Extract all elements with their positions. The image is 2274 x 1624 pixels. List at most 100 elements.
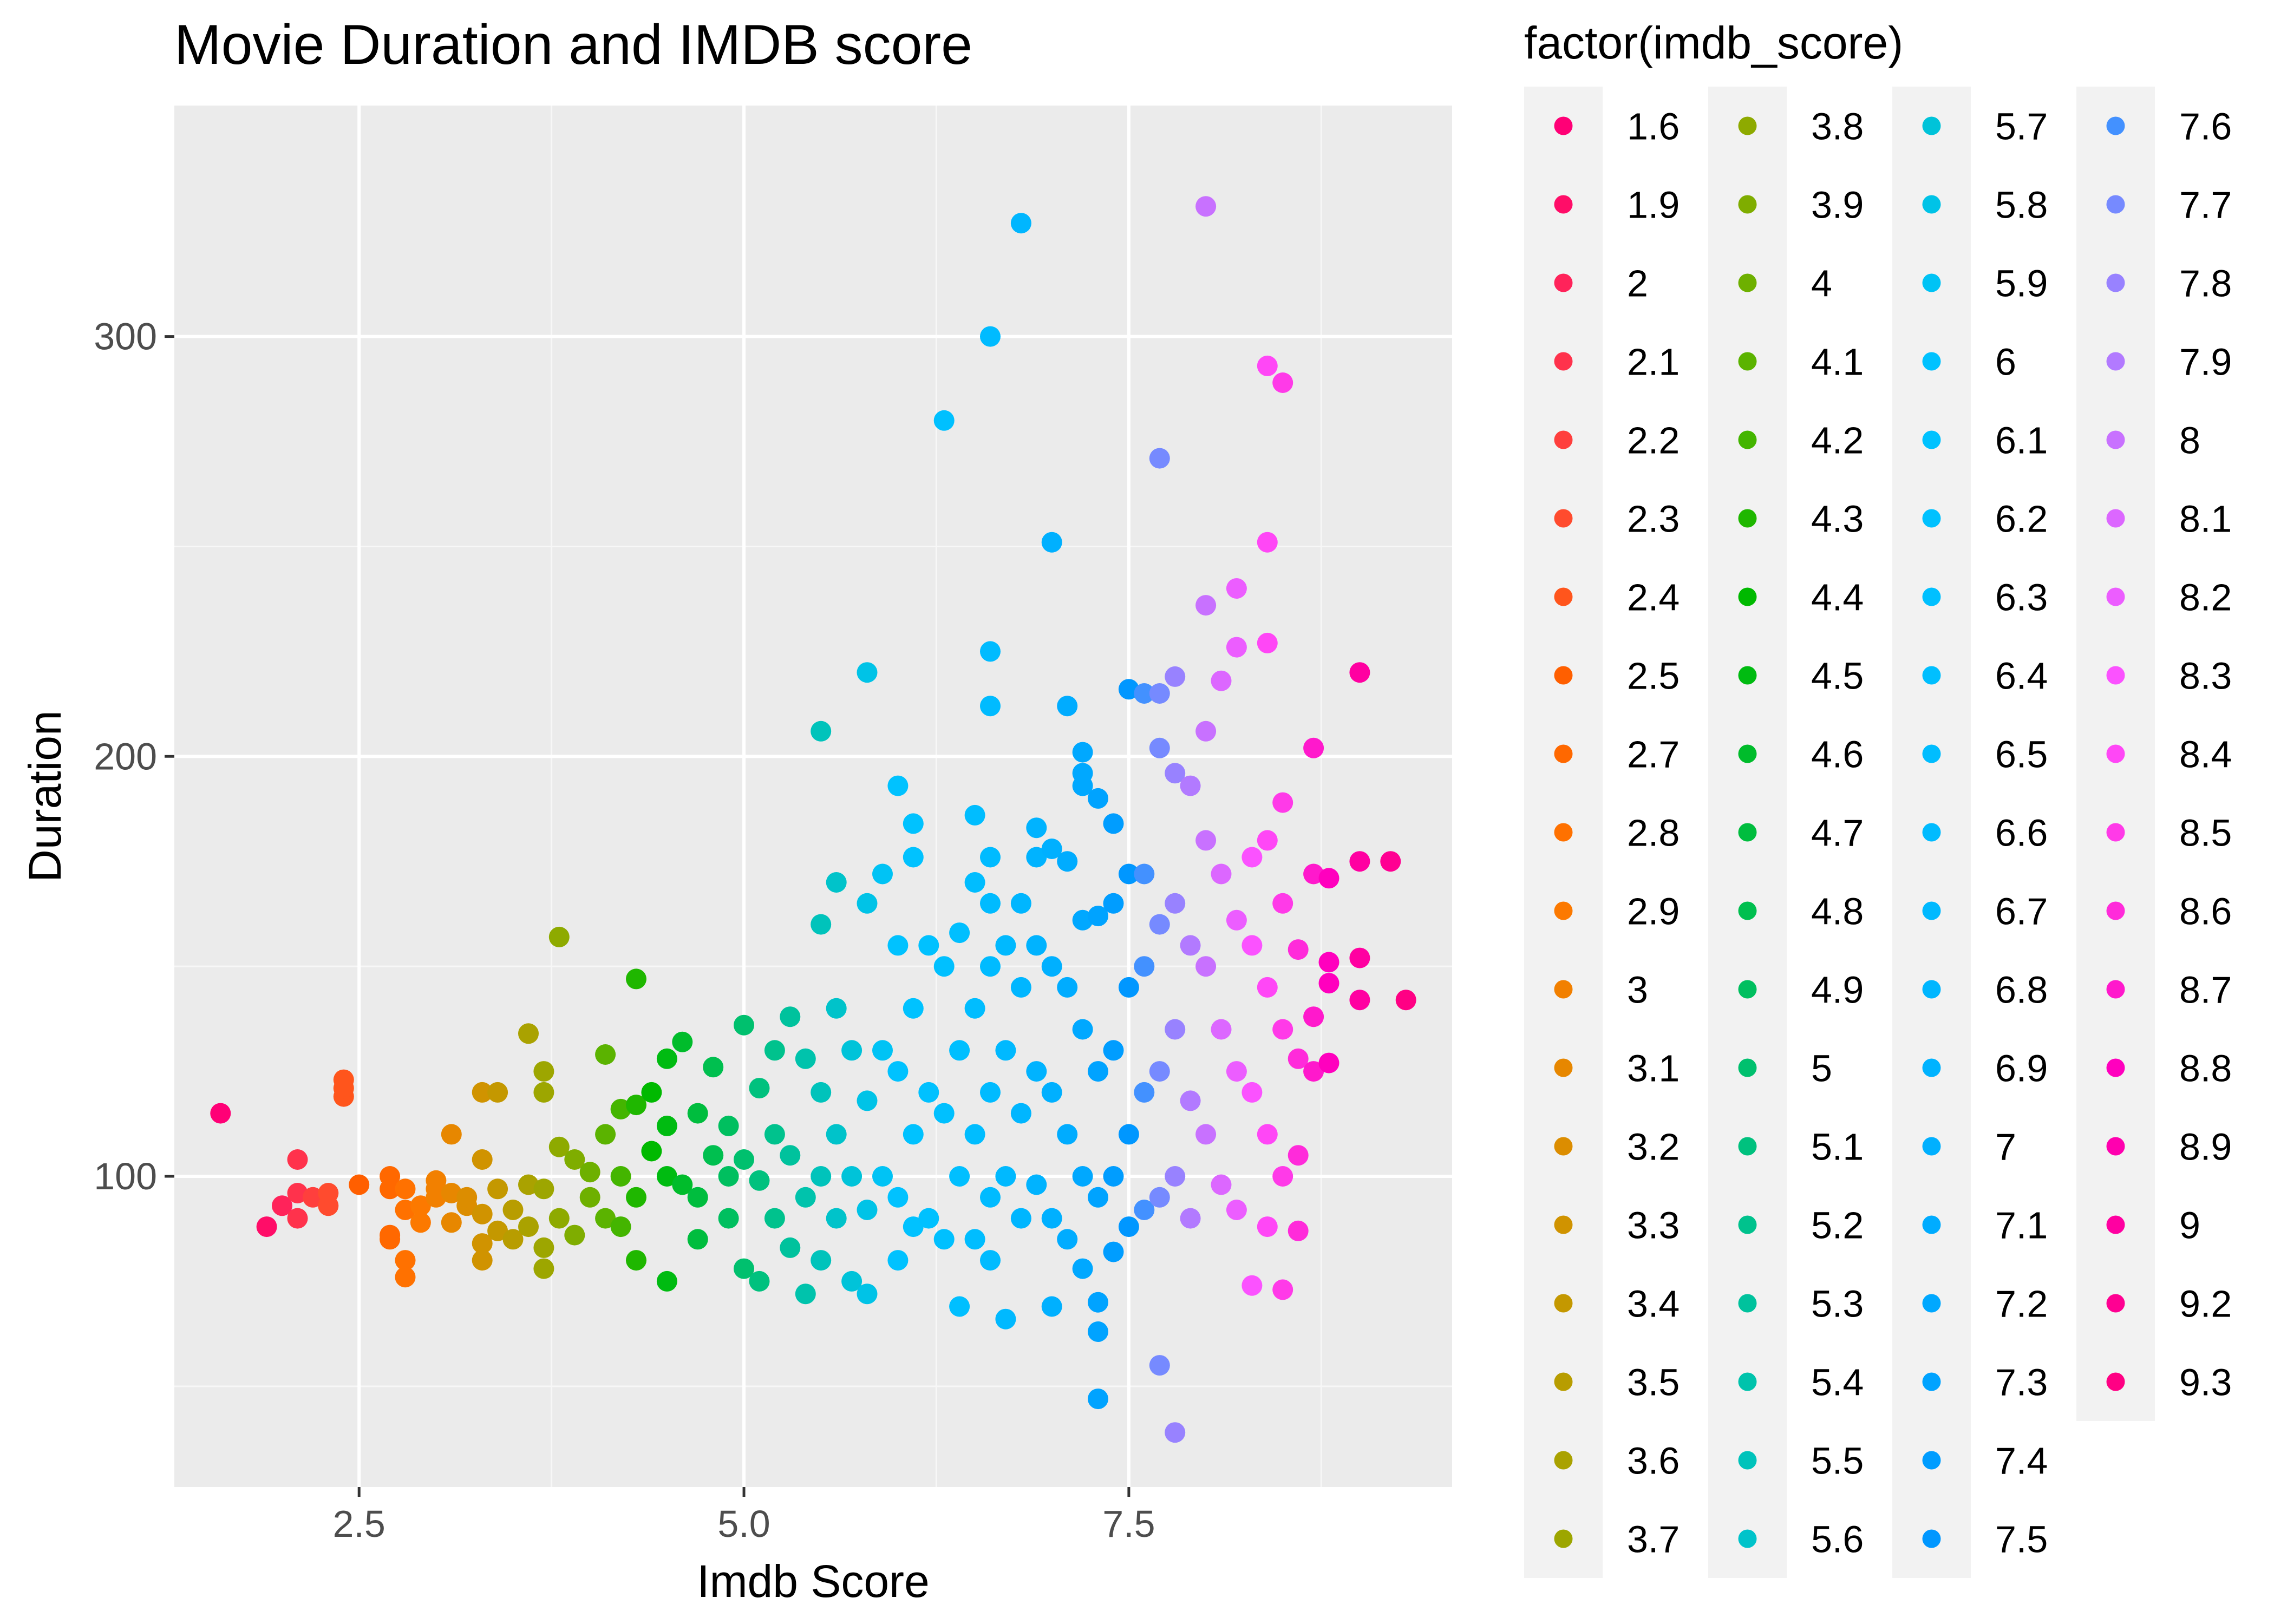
scatter-point [210, 1103, 231, 1124]
legend-label: 8.5 [2179, 812, 2232, 854]
legend-label: 1.6 [1627, 106, 1680, 148]
scatter-point [718, 1208, 739, 1229]
scatter-point [1041, 956, 1062, 977]
scatter-point [872, 863, 893, 885]
scatter-point [980, 847, 1001, 868]
scatter-point [656, 1115, 677, 1136]
legend-label: 3.6 [1627, 1440, 1680, 1482]
scatter-point [595, 1124, 616, 1145]
scatter-point [380, 1178, 401, 1200]
legend-key [1922, 430, 1941, 449]
scatter-point [1180, 935, 1201, 956]
scatter-point [318, 1183, 339, 1203]
scatter-point [1241, 935, 1263, 956]
scatter-point [1103, 1241, 1124, 1262]
legend-label: 6.1 [1995, 420, 2048, 462]
legend-label: 2.9 [1627, 890, 1680, 933]
scatter-point [1118, 1124, 1139, 1145]
scatter-point [1010, 977, 1031, 998]
scatter-point [1149, 1355, 1170, 1376]
scatter-point [841, 1040, 862, 1061]
scatter-point [1349, 662, 1370, 683]
scatter-point [841, 1166, 862, 1187]
scatter-point [533, 1237, 554, 1258]
scatter-point [1288, 1048, 1309, 1069]
scatter-point [472, 1233, 493, 1254]
scatter-point [1195, 721, 1217, 742]
scatter-point [687, 1229, 708, 1250]
legend-label: 8.2 [2179, 577, 2232, 619]
scatter-point [687, 1103, 708, 1124]
legend-key [1922, 1451, 1941, 1470]
x-tick-label: 7.5 [1102, 1503, 1155, 1545]
scatter-point [857, 893, 878, 914]
scatter-point [826, 1124, 847, 1145]
scatter-point [857, 662, 878, 683]
legend-label: 2.2 [1627, 420, 1680, 462]
legend-key [1738, 1372, 1757, 1391]
legend-key [1738, 1529, 1757, 1548]
x-axis-title: Imdb Score [697, 1556, 930, 1607]
scatter-point [1211, 670, 1232, 691]
scatter-point [857, 1284, 878, 1305]
legend-key [1738, 587, 1757, 606]
legend-label: 7.3 [1995, 1361, 2048, 1404]
scatter-point [872, 1040, 893, 1061]
scatter-point [1118, 863, 1139, 885]
legend-label: 8.7 [2179, 969, 2232, 1011]
scatter-point [1180, 1090, 1201, 1111]
scatter-point [487, 1220, 508, 1241]
legend-label: 6.8 [1995, 969, 2048, 1011]
scatter-point [857, 1200, 878, 1220]
scatter-point [1072, 1258, 1093, 1279]
legend-key [1922, 1372, 1941, 1391]
scatter-point [1103, 1040, 1124, 1061]
legend-key [1922, 509, 1941, 528]
legend-key [1738, 744, 1757, 763]
legend-key [1738, 823, 1757, 842]
scatter-point [1026, 1061, 1047, 1082]
scatter-point [1118, 1216, 1139, 1237]
legend-key [1738, 509, 1757, 528]
legend-label: 2 [1627, 263, 1648, 305]
legend-key [1554, 1215, 1573, 1234]
legend-key [1738, 352, 1757, 371]
scatter-point [333, 1069, 354, 1090]
scatter-point [287, 1149, 308, 1170]
legend-label: 1.9 [1627, 184, 1680, 226]
scatter-point [887, 1250, 909, 1271]
scatter-point [1195, 196, 1217, 217]
legend-key [1554, 901, 1573, 920]
scatter-point [903, 813, 924, 834]
scatter-point [703, 1057, 724, 1078]
scatter-point [887, 1187, 909, 1208]
scatter-point [1057, 1124, 1078, 1145]
legend-label: 3.1 [1627, 1047, 1680, 1090]
legend-key [2106, 823, 2125, 842]
scatter-point [1349, 947, 1370, 968]
scatter-point [256, 1216, 277, 1237]
legend-label: 4.7 [1811, 812, 1864, 854]
legend-key [1738, 980, 1757, 999]
legend-key [1554, 587, 1573, 606]
legend-label: 4 [1811, 263, 1832, 305]
scatter-point [1134, 1082, 1155, 1103]
scatter-point [548, 926, 570, 947]
scatter-point [1088, 906, 1108, 927]
scatter-point [548, 1136, 570, 1157]
legend-key [1554, 116, 1573, 135]
legend-label: 4.2 [1811, 420, 1864, 462]
scatter-point [1041, 839, 1062, 859]
legend-key [2106, 1058, 2125, 1077]
x-tick-label: 5.0 [717, 1503, 770, 1545]
legend-label: 6.3 [1995, 577, 2048, 619]
scatter-point [1165, 763, 1186, 784]
scatter-point [1272, 1019, 1293, 1040]
legend-key [1738, 666, 1757, 685]
legend-key [1922, 1215, 1941, 1234]
legend-label: 4.3 [1811, 498, 1864, 540]
legend-label: 5.7 [1995, 106, 2048, 148]
legend-label: 9 [2179, 1204, 2200, 1247]
scatter-point [1134, 683, 1155, 704]
legend-key [1738, 195, 1757, 214]
